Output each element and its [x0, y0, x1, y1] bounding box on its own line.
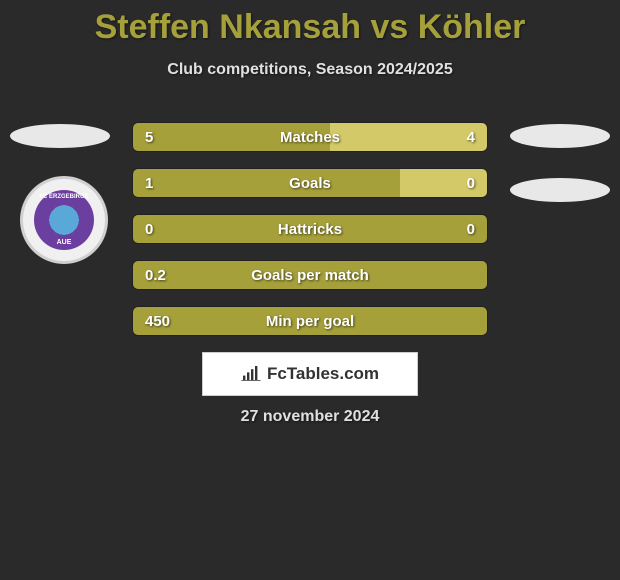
date-text: 27 november 2024	[0, 408, 620, 426]
player-right-placeholder-2	[510, 178, 610, 202]
page-subtitle: Club competitions, Season 2024/2025	[0, 61, 620, 79]
team-badge: FC ERZGEBIRGE AUE	[20, 176, 108, 264]
page-title: Steffen Nkansah vs Köhler	[0, 0, 620, 47]
attribution-box: FcTables.com	[202, 352, 418, 396]
player-left-placeholder	[10, 124, 110, 148]
stat-row: 54Matches	[132, 122, 488, 152]
stat-row: 0.2Goals per match	[132, 260, 488, 290]
attribution-text: FcTables.com	[241, 364, 379, 384]
stat-row: 00Hattricks	[132, 214, 488, 244]
stat-label: Min per goal	[133, 307, 487, 335]
stat-label: Goals	[133, 169, 487, 197]
stat-row: 10Goals	[132, 168, 488, 198]
team-badge-inner: FC ERZGEBIRGE AUE	[34, 190, 94, 250]
stat-label: Goals per match	[133, 261, 487, 289]
player-right-placeholder-1	[510, 124, 610, 148]
attribution-label: FcTables.com	[267, 364, 379, 384]
bar-chart-icon	[241, 366, 261, 382]
stat-label: Matches	[133, 123, 487, 151]
badge-text-top: FC ERZGEBIRGE	[39, 194, 88, 200]
stat-label: Hattricks	[133, 215, 487, 243]
stat-row: 450Min per goal	[132, 306, 488, 336]
stats-bars: 54Matches 10Goals 00Hattricks 0.2Goals per …	[132, 122, 488, 352]
badge-text-bottom: AUE	[57, 239, 72, 246]
